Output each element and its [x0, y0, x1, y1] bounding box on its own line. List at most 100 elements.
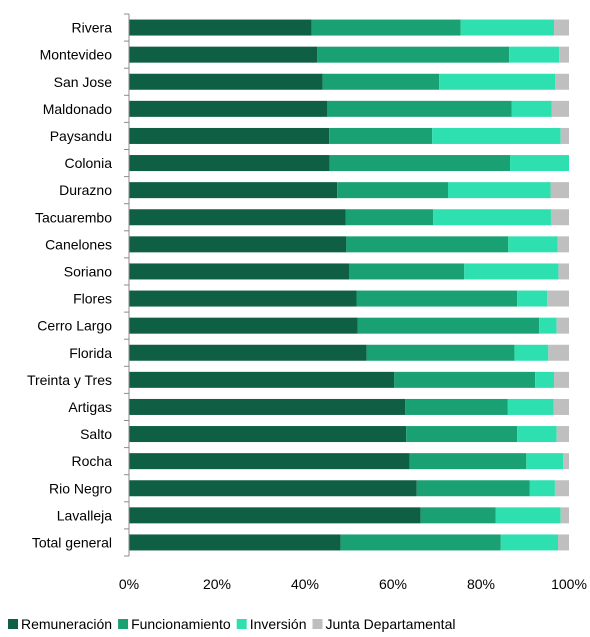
legend-label: Funcionamiento: [131, 616, 231, 632]
bar-segment: [558, 534, 569, 551]
bar-segment: [554, 19, 569, 36]
bar-segment: [560, 127, 569, 144]
bar-segment: [556, 426, 569, 443]
bar-segment: [416, 480, 530, 497]
bar-segment: [439, 73, 556, 90]
x-tick-label: 100%: [551, 576, 587, 592]
bar-segment: [555, 73, 569, 90]
bar-segment: [129, 46, 318, 63]
bar-segment: [511, 100, 552, 117]
bar-segment: [356, 290, 518, 307]
bar-segment: [495, 507, 561, 524]
bar-segment: [507, 398, 554, 415]
category-label: Treinta y Tres: [27, 372, 112, 388]
bar-segment: [349, 263, 465, 280]
bar-segment: [406, 426, 518, 443]
x-tick-label: 80%: [467, 576, 495, 592]
bar-segment: [129, 100, 327, 117]
bar-segment: [129, 453, 410, 470]
legend-label: Inversión: [250, 616, 307, 632]
category-label: Soriano: [64, 263, 112, 279]
category-label: Montevideo: [40, 47, 113, 63]
bar-segment: [129, 209, 346, 226]
bar-segment: [554, 371, 569, 388]
category-label: Florida: [69, 345, 112, 361]
bar-segment: [322, 73, 440, 90]
bar-segment: [563, 453, 569, 470]
x-tick-label: 20%: [203, 576, 231, 592]
bars: [129, 19, 569, 551]
category-label: Rivera: [72, 20, 113, 36]
bar-segment: [509, 46, 560, 63]
bar-segment: [553, 398, 569, 415]
bar-segment: [129, 317, 358, 334]
bar-segment: [129, 127, 330, 144]
bar-segment: [329, 127, 433, 144]
category-label: Tacuarembo: [35, 209, 112, 225]
bar-segment: [548, 344, 569, 361]
bar-segment: [129, 507, 421, 524]
bar-segment: [550, 182, 569, 199]
bar-segment: [327, 100, 512, 117]
bar-segment: [433, 209, 551, 226]
bar-segment: [432, 127, 561, 144]
category-label: Rio Negro: [49, 480, 112, 496]
x-tick-label: 40%: [291, 576, 319, 592]
bar-segment: [129, 480, 417, 497]
category-label: Rocha: [72, 453, 113, 469]
category-label: San Jose: [54, 74, 113, 90]
bar-segment: [317, 46, 510, 63]
bar-segment: [460, 19, 555, 36]
bar-segment: [409, 453, 527, 470]
bar-segment: [514, 344, 549, 361]
bar-segment: [129, 398, 406, 415]
bar-segment: [517, 290, 547, 307]
bar-segment: [129, 73, 323, 90]
bar-segment: [129, 290, 357, 307]
bar-segment: [554, 480, 569, 497]
legend-label: Remuneración: [21, 616, 112, 632]
bar-segment: [129, 534, 341, 551]
legend-swatch: [8, 619, 18, 629]
bar-segment: [129, 263, 349, 280]
bar-segment: [508, 236, 558, 253]
category-label: Flores: [73, 291, 112, 307]
bar-segment: [129, 371, 395, 388]
category-label: Maldonado: [43, 101, 112, 117]
legend-item: Remuneración: [8, 616, 112, 632]
bar-segment: [129, 426, 407, 443]
bar-segment: [346, 236, 509, 253]
bar-segment: [526, 453, 564, 470]
bar-segment: [510, 155, 569, 172]
x-tick-label: 0%: [119, 576, 139, 592]
bar-segment: [340, 534, 501, 551]
legend-item: Inversión: [236, 616, 307, 632]
legend-item: Junta Departamental: [312, 616, 455, 632]
bar-segment: [129, 236, 347, 253]
category-label: Salto: [80, 426, 112, 442]
bar-segment: [500, 534, 558, 551]
bar-segment: [405, 398, 508, 415]
y-axis: Rivera Montevideo San Jose Maldonado Paysand…: [27, 13, 130, 557]
legend: Remuneración Funcionamiento Inversión Junta…: [8, 616, 455, 632]
category-label: Cerro Largo: [37, 318, 112, 334]
bar-segment: [539, 317, 557, 334]
bar-segment: [558, 263, 569, 280]
legend-swatch: [236, 619, 247, 629]
bar-segment: [345, 209, 434, 226]
bar-segment: [556, 317, 569, 334]
bar-segment: [559, 46, 569, 63]
bar-segment: [464, 263, 559, 280]
bar-segment: [129, 344, 367, 361]
bar-segment: [129, 155, 330, 172]
bar-segment: [129, 19, 312, 36]
bar-segment: [357, 317, 540, 334]
x-axis: 0% 20% 40% 60% 80% 100%: [119, 576, 587, 592]
legend-swatch: [118, 619, 129, 629]
bar-segment: [557, 236, 569, 253]
bar-segment: [535, 371, 555, 388]
category-label: Total general: [32, 534, 112, 550]
bar-segment: [420, 507, 496, 524]
bar-segment: [329, 155, 511, 172]
